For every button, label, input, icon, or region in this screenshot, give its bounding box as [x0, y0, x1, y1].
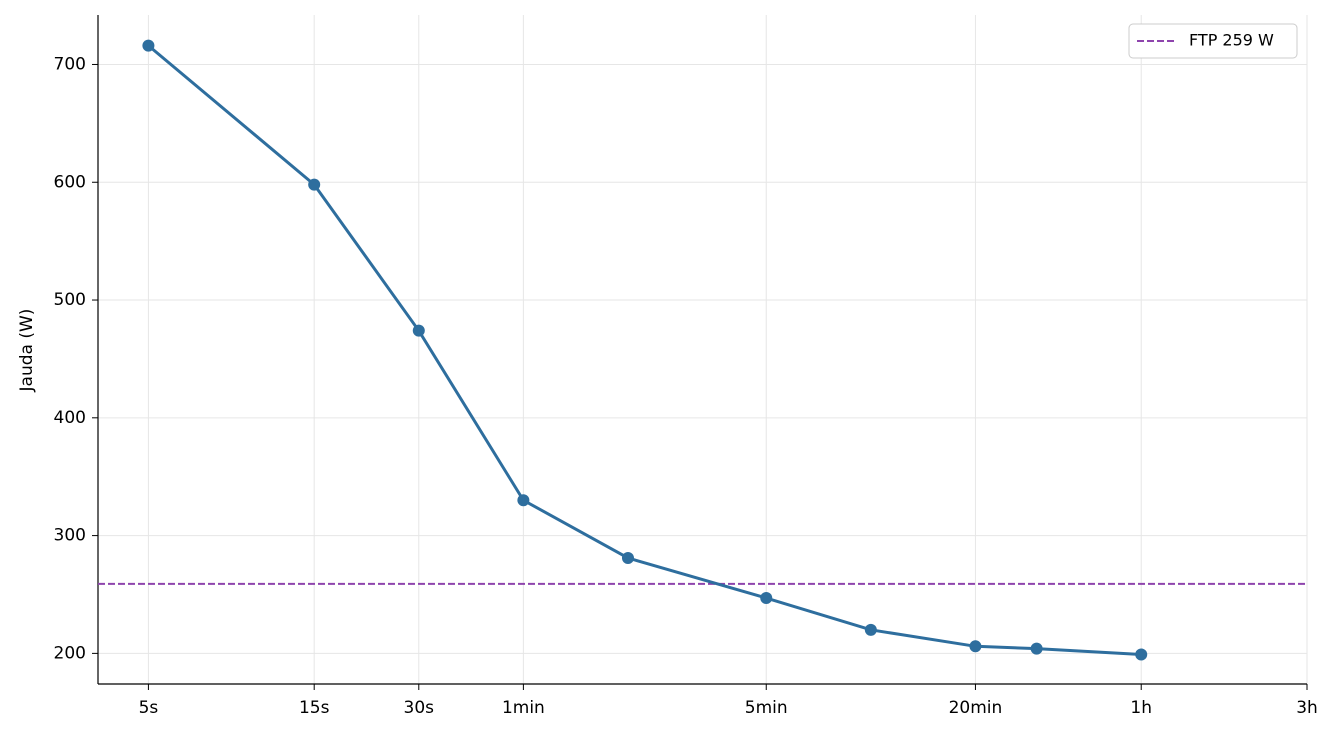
x-tick-label: 3h — [1296, 698, 1318, 718]
x-tick-label: 5min — [745, 698, 788, 718]
x-tick-label: 20min — [949, 698, 1003, 718]
x-tick-label: 1h — [1130, 698, 1152, 718]
data-point — [142, 39, 155, 52]
y-tick-label: 400 — [54, 408, 86, 428]
data-point — [969, 640, 982, 653]
data-point — [864, 623, 877, 636]
data-line — [147, 44, 1142, 657]
y-tick-label: 300 — [54, 526, 86, 546]
data-point — [308, 178, 321, 191]
x-tick-label: 1min — [502, 698, 545, 718]
y-tick-label: 200 — [54, 643, 86, 663]
y-tick-label: 500 — [54, 290, 86, 310]
x-tick-label: 30s — [404, 698, 435, 718]
data-point — [1135, 648, 1148, 661]
legend-label: FTP 259 W — [1189, 31, 1274, 50]
data-point — [412, 324, 425, 337]
x-tick-label: 5s — [139, 698, 159, 718]
y-tick-label: 600 — [54, 172, 86, 192]
y-axis-label: Jauda (W) — [17, 309, 37, 393]
legend-box — [1128, 23, 1298, 59]
data-point — [1030, 642, 1043, 655]
data-point — [760, 592, 773, 605]
data-point — [621, 551, 634, 564]
data-point — [517, 494, 530, 507]
x-tick-label: 15s — [299, 698, 330, 718]
y-tick-label: 700 — [54, 54, 86, 74]
